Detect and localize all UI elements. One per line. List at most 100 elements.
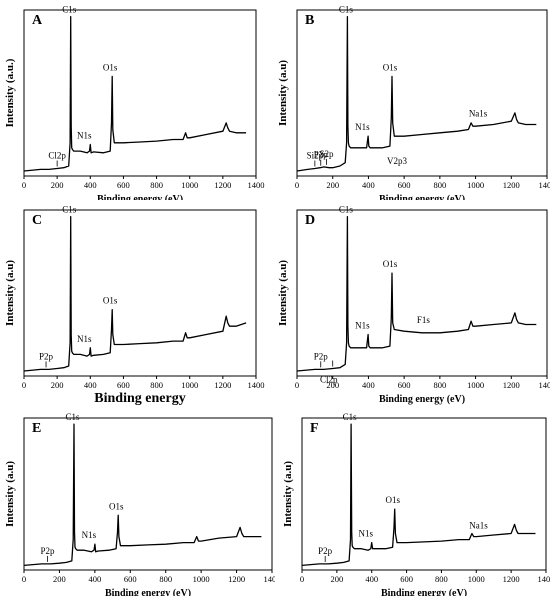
xps-panel-d: 0 200 400 600 800 1000 1200 1400 Binding energy … (277, 205, 550, 405)
peak-label: Cl2p (48, 151, 66, 161)
x-tick-label: 600 (398, 180, 411, 190)
x-tick-label: 1200 (228, 574, 245, 584)
plot-frame (296, 9, 548, 177)
x-axis-label: Binding energy (eV) (381, 588, 467, 596)
peak-label: N1s (358, 529, 373, 539)
x-tick-label: 400 (88, 574, 101, 584)
xps-panel-c: 0 200 400 600 800 1000 1200 1400 Binding energy I… (4, 205, 265, 406)
y-axis-label: Intensity (a.u) (4, 461, 16, 527)
plot-frame (23, 209, 257, 377)
panel-label: B (305, 13, 314, 28)
panel-label: F (310, 421, 319, 436)
peak-label: P2p (314, 150, 329, 160)
peak-label: C1s (62, 5, 77, 15)
x-tick-label: 800 (150, 180, 163, 190)
x-tick-label: 1400 (248, 380, 265, 390)
x-tick-label: 1000 (467, 180, 484, 190)
y-axis-label: Intensity (a.u) (277, 60, 289, 126)
spectrum-line (23, 423, 262, 567)
peak-label: O1s (383, 62, 398, 72)
peak-label: C1s (343, 412, 358, 422)
peak-label: P2p (318, 546, 333, 556)
x-tick-label: 0 (300, 574, 304, 584)
x-tick-label: 400 (362, 180, 375, 190)
x-tick-label: 600 (117, 180, 130, 190)
y-axis-label: Intensity (a.u) (282, 461, 294, 527)
x-axis-label: Binding energy (eV) (379, 194, 465, 200)
x-tick-label: 800 (159, 574, 172, 584)
x-tick-label: 200 (51, 180, 64, 190)
x-tick-label: 400 (365, 574, 378, 584)
x-tick-label: 200 (53, 574, 66, 584)
plot-frame (296, 209, 548, 377)
x-tick-label: 600 (124, 574, 137, 584)
x-tick-label: 600 (400, 574, 413, 584)
peak-label: C1s (62, 205, 77, 215)
spectrum-line (301, 423, 536, 567)
x-tick-label: 800 (433, 180, 446, 190)
x-tick-label: 1000 (193, 574, 210, 584)
x-tick-label: 1200 (214, 180, 231, 190)
x-tick-label: 0 (22, 574, 26, 584)
x-tick-label: 1000 (181, 380, 198, 390)
x-tick-label: 1400 (539, 180, 550, 190)
x-tick-label: 0 (295, 180, 299, 190)
x-tick-label: 1400 (539, 380, 550, 390)
panel-label: C (32, 213, 42, 228)
peak-label: Na1s (469, 521, 488, 531)
peak-label: O1s (103, 296, 118, 306)
peak-label: N1s (355, 122, 370, 132)
x-tick-label: 800 (150, 380, 163, 390)
x-tick-label: 1000 (467, 380, 484, 390)
x-tick-label: 0 (295, 380, 299, 390)
x-tick-label: 200 (326, 380, 339, 390)
peak-label: Si2p (307, 151, 324, 161)
peak-label: Na1s (469, 109, 488, 119)
spectrum-line (23, 215, 247, 372)
x-tick-label: 1000 (468, 574, 485, 584)
panel-label: A (32, 13, 43, 28)
x-tick-label: 1400 (538, 574, 550, 584)
x-tick-label: 200 (326, 180, 339, 190)
x-tick-label: 600 (117, 380, 130, 390)
peak-label: N1s (77, 130, 92, 140)
x-tick-label: 0 (22, 380, 26, 390)
peak-label: O1s (385, 495, 400, 505)
x-tick-label: 200 (330, 574, 343, 584)
peak-label: O1s (109, 501, 124, 511)
x-tick-label: 400 (362, 380, 375, 390)
spectrum-line (296, 15, 537, 172)
y-axis-label: Intensity (a.u.) (4, 58, 16, 127)
peak-label: Cl2p (320, 375, 338, 385)
peak-label: C1s (339, 205, 354, 215)
panel-label: D (305, 213, 315, 228)
x-tick-label: 200 (51, 380, 64, 390)
x-axis-label: Binding energy (eV) (105, 588, 191, 596)
peak-label: O1s (383, 259, 398, 269)
x-tick-label: 600 (398, 380, 411, 390)
x-tick-label: 1000 (181, 180, 198, 190)
plot-frame (23, 417, 273, 571)
peak-label: N1s (82, 530, 97, 540)
plot-frame (23, 9, 257, 177)
x-tick-label: 400 (84, 380, 97, 390)
x-tick-label: 1400 (248, 180, 265, 190)
x-tick-label: 400 (84, 180, 97, 190)
panel-label: E (32, 421, 41, 436)
x-axis-label: Binding energy (eV) (379, 394, 465, 405)
peak-label: C1s (65, 412, 80, 422)
x-tick-label: 1200 (503, 380, 520, 390)
x-axis-label: Binding energy (eV) (97, 194, 183, 200)
peak-label: C1s (339, 5, 354, 15)
x-tick-label: 0 (22, 180, 26, 190)
xps-panel-a: 0 200 400 600 800 1000 1200 1400 Binding energy … (4, 5, 265, 200)
x-tick-label: 800 (435, 574, 448, 584)
x-tick-label: 1200 (503, 574, 520, 584)
x-tick-label: 1400 (264, 574, 276, 584)
xps-panel-b: 0 200 400 600 800 1000 1200 1400 Binding energy … (277, 5, 550, 200)
peak-label: F1s (417, 315, 431, 325)
spectrum-line (296, 215, 537, 372)
peak-label: N1s (355, 321, 370, 331)
peak-label: P2p (314, 351, 329, 361)
